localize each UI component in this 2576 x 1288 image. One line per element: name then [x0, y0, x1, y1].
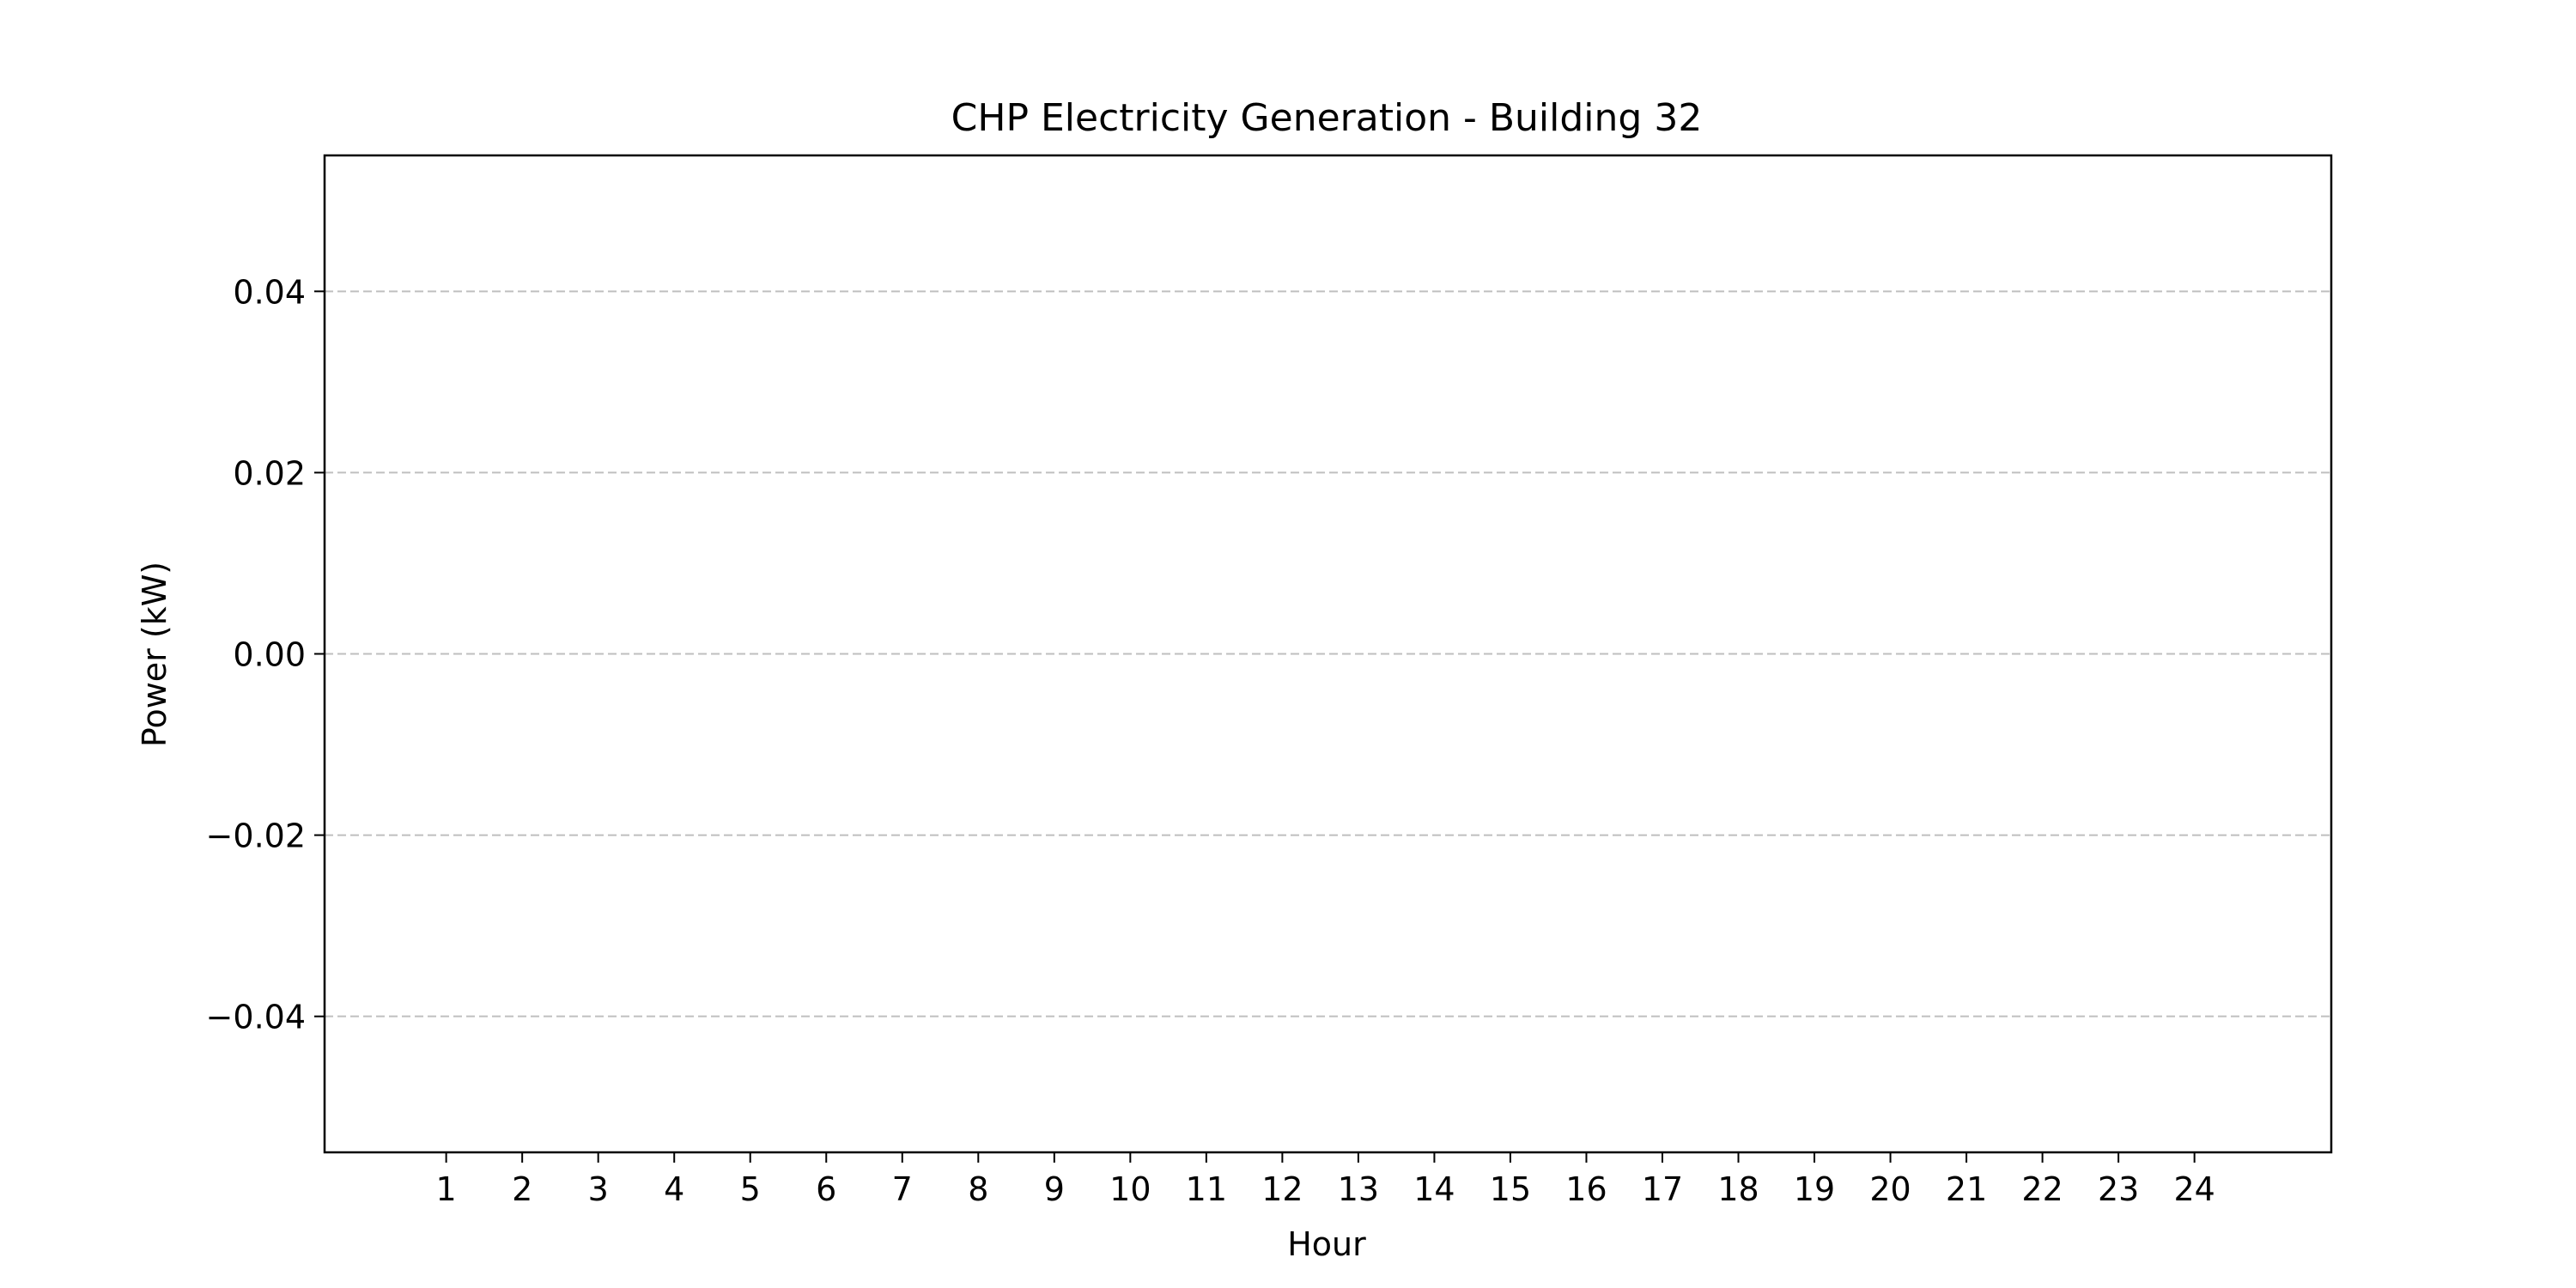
y-tick-label: 0.04 [233, 273, 306, 311]
x-tick-label: 10 [1109, 1170, 1151, 1208]
x-tick-label: 2 [512, 1170, 532, 1208]
x-tick-label: 11 [1186, 1170, 1227, 1208]
x-tick-label: 5 [740, 1170, 761, 1208]
x-axis-label: Hour [1287, 1225, 1366, 1263]
x-tick-label: 22 [2021, 1170, 2063, 1208]
y-axis-label: Power (kW) [136, 562, 173, 747]
x-tick-label: 19 [1794, 1170, 1835, 1208]
y-tick-label: −0.04 [206, 999, 306, 1036]
x-tick-label: 6 [816, 1170, 836, 1208]
x-tick-label: 1 [436, 1170, 457, 1208]
x-tick-label: 21 [1946, 1170, 1987, 1208]
chart-title: CHP Electricity Generation - Building 32 [951, 96, 1703, 140]
x-axis: 1 2 3 4 5 6 7 8 9 10 11 12 13 14 15 16 17 18 19 20 21 22 23 24 [436, 1152, 2215, 1208]
x-tick-label: 23 [2098, 1170, 2139, 1208]
x-tick-label: 18 [1717, 1170, 1759, 1208]
x-tick-label: 7 [892, 1170, 913, 1208]
x-tick-label: 3 [588, 1170, 609, 1208]
x-tick-label: 12 [1261, 1170, 1303, 1208]
y-tick-label: 0.02 [233, 454, 306, 492]
x-tick-label: 13 [1338, 1170, 1379, 1208]
y-tick-label: 0.00 [233, 636, 306, 674]
x-tick-label: 17 [1642, 1170, 1683, 1208]
x-tick-label: 24 [2173, 1170, 2215, 1208]
x-tick-label: 9 [1044, 1170, 1065, 1208]
x-tick-label: 20 [1869, 1170, 1911, 1208]
y-axis: −0.04 −0.02 0.00 0.02 0.04 [206, 273, 325, 1036]
x-tick-label: 14 [1413, 1170, 1455, 1208]
x-tick-label: 8 [968, 1170, 988, 1208]
x-tick-label: 15 [1490, 1170, 1531, 1208]
x-tick-label: 4 [664, 1170, 684, 1208]
x-tick-label: 16 [1565, 1170, 1607, 1208]
y-tick-label: −0.02 [206, 817, 306, 855]
